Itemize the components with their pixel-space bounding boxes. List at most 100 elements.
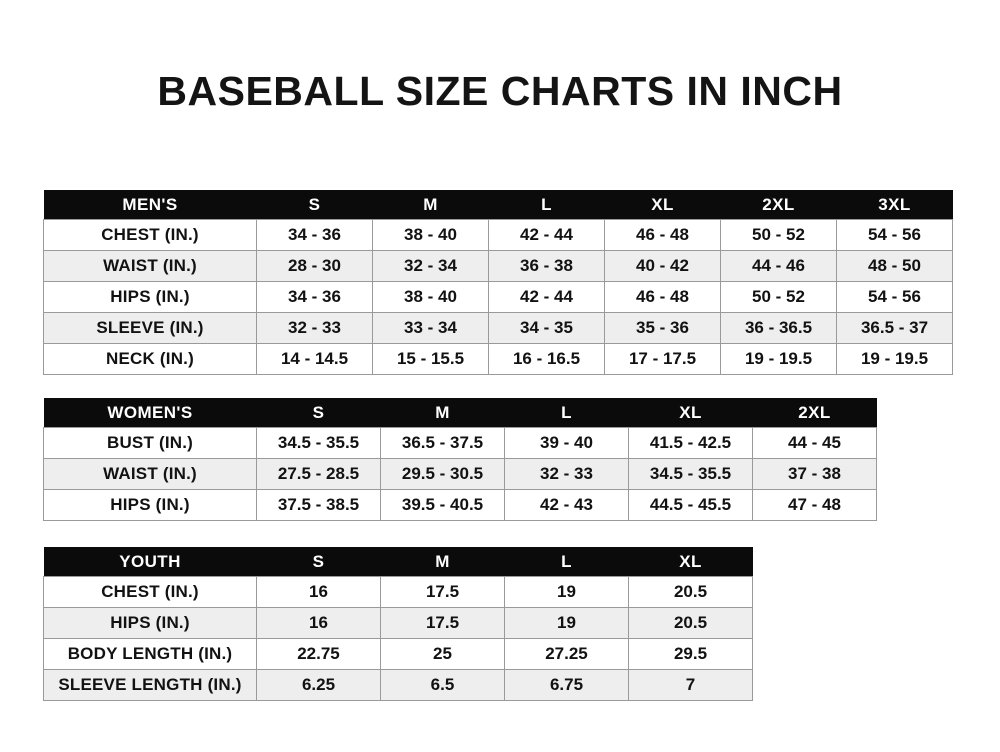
measurement-cell: 46 - 48 xyxy=(604,219,721,251)
measurement-cell: 6.25 xyxy=(256,669,381,701)
womens-size-table: WOMEN'S S M L XL 2XL BUST (IN.) 34.5 - 35.5 36.… xyxy=(43,398,877,521)
table-row: HIPS (IN.) 16 17.5 19 20.5 xyxy=(43,607,753,639)
measurement-cell: 44 - 45 xyxy=(752,427,877,459)
youth-table-head: YOUTH S M L XL xyxy=(43,547,753,577)
measurement-cell: 36.5 - 37 xyxy=(836,312,953,344)
womens-header-row: WOMEN'S S M L XL 2XL xyxy=(43,398,877,428)
measurement-cell: 34 - 36 xyxy=(256,219,373,251)
youth-row-label: CHEST (IN.) xyxy=(43,576,257,608)
measurement-cell: 32 - 33 xyxy=(256,312,373,344)
youth-size-table: YOUTH S M L XL CHEST (IN.) 16 17.5 19 20.5 HIPS (… xyxy=(43,547,753,701)
womens-corner-label: WOMEN'S xyxy=(107,402,193,422)
measurement-cell: 16 - 16.5 xyxy=(488,343,605,375)
mens-corner-label: MEN'S xyxy=(122,194,178,214)
womens-table-body: BUST (IN.) 34.5 - 35.5 36.5 - 37.5 39 - 40 4… xyxy=(43,427,877,521)
measurement-cell: 17 - 17.5 xyxy=(604,343,721,375)
measurement-cell: 35 - 36 xyxy=(604,312,721,344)
measurement-cell: 36 - 38 xyxy=(488,250,605,282)
measurement-cell: 44.5 - 45.5 xyxy=(628,489,753,521)
table-row: BUST (IN.) 34.5 - 35.5 36.5 - 37.5 39 - 40 4… xyxy=(43,427,877,459)
measurement-cell: 36.5 - 37.5 xyxy=(380,427,505,459)
mens-row-label: SLEEVE (IN.) xyxy=(43,312,257,344)
measurement-cell: 28 - 30 xyxy=(256,250,373,282)
measurement-cell: 27.5 - 28.5 xyxy=(256,458,381,490)
measurement-cell: 48 - 50 xyxy=(836,250,953,282)
table-row: HIPS (IN.) 37.5 - 38.5 39.5 - 40.5 42 - 43 4… xyxy=(43,489,877,521)
measurement-cell: 6.75 xyxy=(504,669,629,701)
womens-row-label: WAIST (IN.) xyxy=(43,458,257,490)
mens-table-body: CHEST (IN.) 34 - 36 38 - 40 42 - 44 46 - 48 5… xyxy=(43,219,953,375)
mens-size-column-2xl: 2XL xyxy=(762,194,795,214)
measurement-cell: 16 xyxy=(256,607,381,639)
measurement-cell: 42 - 44 xyxy=(488,219,605,251)
measurement-cell: 40 - 42 xyxy=(604,250,721,282)
mens-header-row: MEN'S S M L XL 2XL 3XL xyxy=(43,190,953,220)
mens-table-head: MEN'S S M L XL 2XL 3XL xyxy=(43,190,953,220)
measurement-cell: 20.5 xyxy=(628,607,753,639)
measurement-cell: 42 - 43 xyxy=(504,489,629,521)
table-row: CHEST (IN.) 16 17.5 19 20.5 xyxy=(43,576,753,608)
youth-size-column-m: M xyxy=(435,551,450,571)
mens-row-label: HIPS (IN.) xyxy=(43,281,257,313)
measurement-cell: 42 - 44 xyxy=(488,281,605,313)
youth-row-label: HIPS (IN.) xyxy=(43,607,257,639)
measurement-cell: 38 - 40 xyxy=(372,219,489,251)
table-row: SLEEVE (IN.) 32 - 33 33 - 34 34 - 35 35 - 36… xyxy=(43,312,953,344)
measurement-cell: 22.75 xyxy=(256,638,381,670)
womens-size-column-s: S xyxy=(312,402,325,422)
table-row: SLEEVE LENGTH (IN.) 6.25 6.5 6.75 7 xyxy=(43,669,753,701)
measurement-cell: 46 - 48 xyxy=(604,281,721,313)
womens-row-label: BUST (IN.) xyxy=(43,427,257,459)
youth-size-column-xl: XL xyxy=(679,551,702,571)
measurement-cell: 32 - 34 xyxy=(372,250,489,282)
measurement-cell: 19 - 19.5 xyxy=(836,343,953,375)
measurement-cell: 17.5 xyxy=(380,576,505,608)
measurement-cell: 33 - 34 xyxy=(372,312,489,344)
measurement-cell: 29.5 xyxy=(628,638,753,670)
measurement-cell: 7 xyxy=(628,669,753,701)
measurement-cell: 37.5 - 38.5 xyxy=(256,489,381,521)
measurement-cell: 14 - 14.5 xyxy=(256,343,373,375)
mens-size-column-m: M xyxy=(423,194,438,214)
mens-size-table: MEN'S S M L XL 2XL 3XL CHEST (IN.) 34 - 36 38 - … xyxy=(43,190,953,375)
youth-row-label: SLEEVE LENGTH (IN.) xyxy=(43,669,257,701)
womens-row-label: HIPS (IN.) xyxy=(43,489,257,521)
measurement-cell: 34.5 - 35.5 xyxy=(628,458,753,490)
mens-row-label: CHEST (IN.) xyxy=(43,219,257,251)
mens-row-label: NECK (IN.) xyxy=(43,343,257,375)
table-row: WAIST (IN.) 28 - 30 32 - 34 36 - 38 40 - 42 4… xyxy=(43,250,953,282)
table-row: CHEST (IN.) 34 - 36 38 - 40 42 - 44 46 - 48 5… xyxy=(43,219,953,251)
youth-corner-label: YOUTH xyxy=(119,551,181,571)
table-row: WAIST (IN.) 27.5 - 28.5 29.5 - 30.5 32 - 33… xyxy=(43,458,877,490)
measurement-cell: 34.5 - 35.5 xyxy=(256,427,381,459)
youth-row-label: BODY LENGTH (IN.) xyxy=(43,638,257,670)
measurement-cell: 50 - 52 xyxy=(720,219,837,251)
measurement-cell: 37 - 38 xyxy=(752,458,877,490)
youth-size-column-s: S xyxy=(312,551,325,571)
measurement-cell: 54 - 56 xyxy=(836,281,953,313)
mens-size-column-l: L xyxy=(541,194,552,214)
measurement-cell: 29.5 - 30.5 xyxy=(380,458,505,490)
measurement-cell: 34 - 35 xyxy=(488,312,605,344)
measurement-cell: 19 - 19.5 xyxy=(720,343,837,375)
measurement-cell: 27.25 xyxy=(504,638,629,670)
mens-size-column-s: S xyxy=(308,194,321,214)
measurement-cell: 25 xyxy=(380,638,505,670)
measurement-cell: 47 - 48 xyxy=(752,489,877,521)
measurement-cell: 19 xyxy=(504,607,629,639)
womens-table-head: WOMEN'S S M L XL 2XL xyxy=(43,398,877,428)
womens-size-column-l: L xyxy=(561,402,572,422)
womens-size-column-2xl: 2XL xyxy=(798,402,831,422)
measurement-cell: 41.5 - 42.5 xyxy=(628,427,753,459)
measurement-cell: 44 - 46 xyxy=(720,250,837,282)
measurement-cell: 39 - 40 xyxy=(504,427,629,459)
table-row: BODY LENGTH (IN.) 22.75 25 27.25 29.5 xyxy=(43,638,753,670)
measurement-cell: 54 - 56 xyxy=(836,219,953,251)
measurement-cell: 34 - 36 xyxy=(256,281,373,313)
womens-size-column-m: M xyxy=(435,402,450,422)
measurement-cell: 6.5 xyxy=(380,669,505,701)
measurement-cell: 50 - 52 xyxy=(720,281,837,313)
youth-table-body: CHEST (IN.) 16 17.5 19 20.5 HIPS (IN.) 16 17.5 1… xyxy=(43,576,753,701)
measurement-cell: 32 - 33 xyxy=(504,458,629,490)
